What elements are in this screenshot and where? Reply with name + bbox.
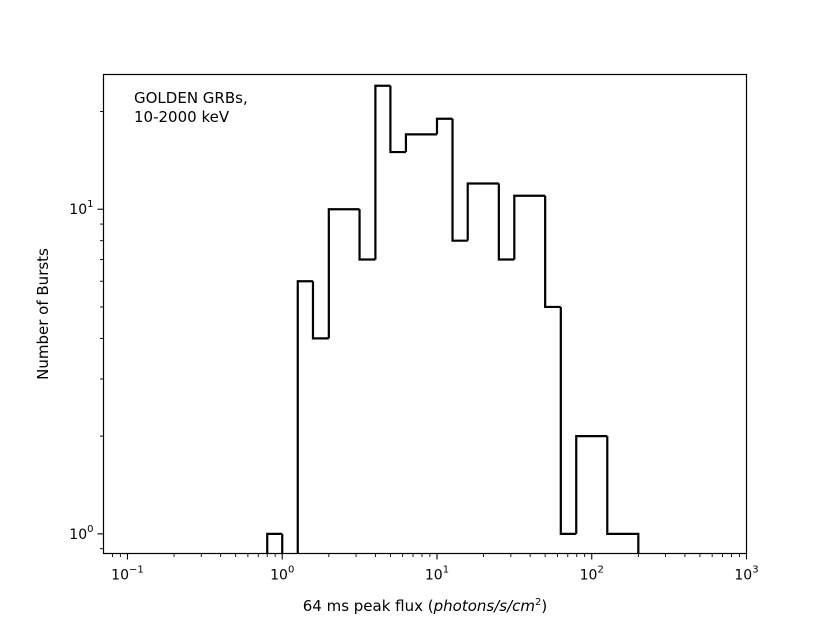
histogram-bin	[389, 85, 406, 154]
x-axis-label-suffix: )	[541, 597, 547, 615]
x-axis-ticks: 10−1 100 101 102 103	[111, 553, 759, 584]
histogram-bin	[513, 194, 546, 260]
histogram-bin	[451, 118, 468, 242]
histogram-bin	[358, 209, 376, 261]
histogram-bin	[404, 133, 437, 153]
histogram-bin	[327, 208, 360, 339]
x-axis-label-prefix: 64 ms peak flux (	[303, 597, 434, 615]
histogram-bin	[497, 183, 515, 261]
histogram-bin	[266, 532, 283, 554]
y-tick-label: 101	[69, 199, 93, 218]
histogram-bin	[296, 280, 313, 554]
annotation-line-2: 10-2000 keV	[134, 108, 230, 126]
histogram-bin	[466, 182, 499, 241]
x-axis-label-exponent: 2	[535, 597, 541, 608]
histogram-bin	[544, 195, 561, 309]
histogram-bin	[606, 436, 640, 554]
x-tick-label: 100	[270, 565, 294, 584]
y-axis-label: Number of Bursts	[34, 248, 52, 380]
x-tick-label: 102	[580, 565, 604, 584]
y-tick-label: 100	[69, 524, 93, 543]
annotation-line-1: GOLDEN GRBs,	[134, 89, 248, 107]
histogram-bin	[435, 117, 453, 135]
x-axis-label: 64 ms peak flux (photons/s/cm2)	[303, 597, 548, 615]
y-axis-ticks: 100 101	[69, 111, 104, 550]
histogram-bin	[311, 281, 329, 340]
x-tick-label: 103	[734, 565, 758, 584]
x-tick-label: 101	[425, 565, 449, 584]
histogram-series	[266, 84, 640, 554]
x-tick-label: 10−1	[111, 565, 144, 584]
histogram-bin	[575, 435, 608, 534]
histogram-bin	[559, 306, 577, 535]
x-axis-label-units: photons/s/cm	[433, 597, 535, 615]
histogram-bin	[374, 84, 391, 260]
plot-frame	[102, 73, 748, 555]
